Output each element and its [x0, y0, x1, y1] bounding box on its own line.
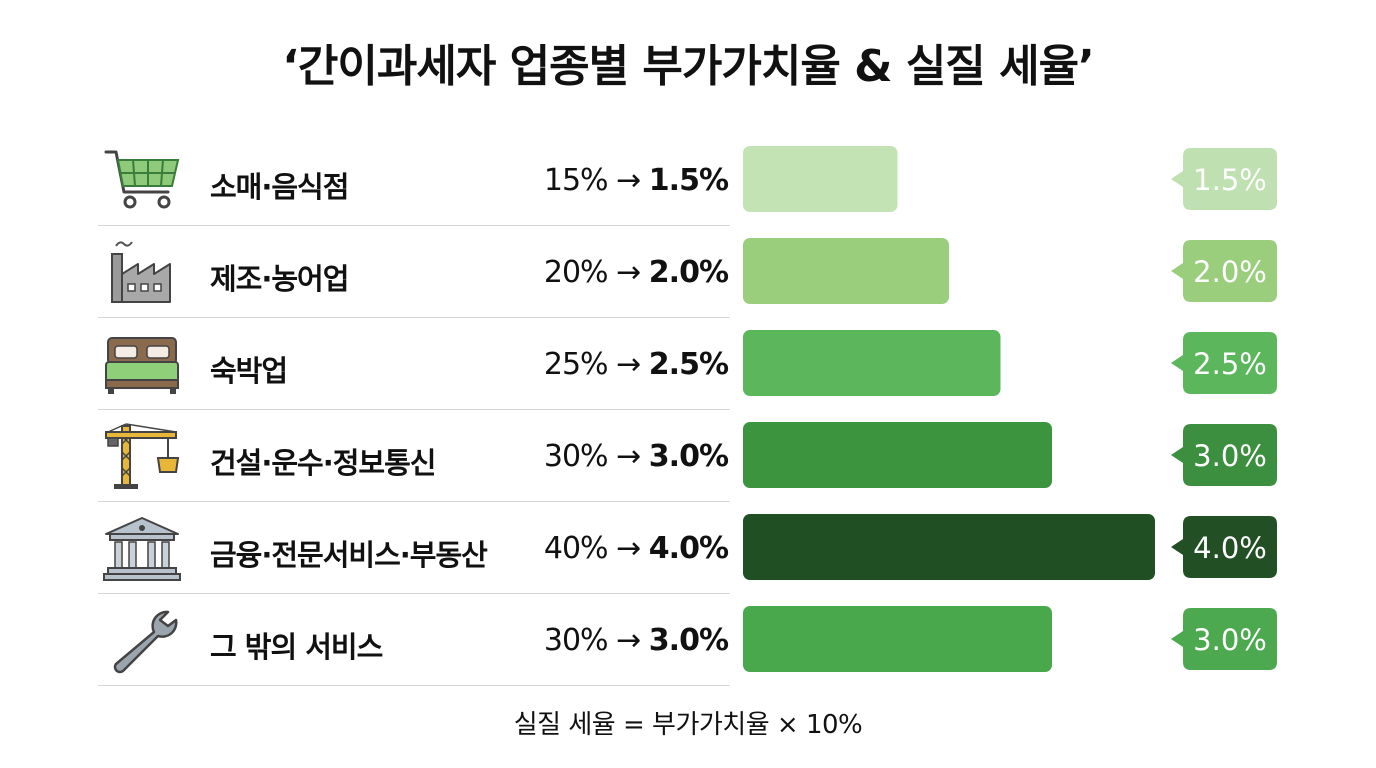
table-row: 숙박업 25% → 2.5%	[98, 318, 730, 410]
bank-icon	[102, 514, 182, 582]
rate-conversion: 25% → 2.5%	[543, 347, 729, 382]
category-label: 금융·전문서비스·부동산	[210, 538, 488, 572]
table-row: 금융·전문서비스·부동산 40% → 4.0%	[98, 502, 730, 594]
effective-rate: 3.0%	[648, 623, 729, 658]
formula-note: 실질 세율 = 부가가치율 × 10%	[513, 710, 863, 740]
data-label: 2.5%	[1193, 347, 1267, 381]
table-row: 그 밖의 서비스 30% → 3.0%	[98, 594, 730, 686]
bar-plot: 1.5% 2.0% 2.5% 3.0% 4.0% 3.0%	[743, 134, 1343, 686]
table-row: 소매·음식점 15% → 1.5%	[98, 134, 730, 226]
bar-2	[743, 238, 949, 304]
arrow: →	[616, 347, 641, 382]
category-label: 소매·음식점	[210, 170, 349, 204]
table-row: 건설·운수·정보통신 30% → 3.0%	[98, 410, 730, 502]
bar-4	[743, 422, 1052, 488]
rate-conversion: 15% → 1.5%	[543, 163, 729, 198]
value-added-rate: 40%	[543, 531, 609, 566]
bar-1	[743, 146, 898, 212]
arrow: →	[616, 531, 641, 566]
category-label: 그 밖의 서비스	[210, 630, 383, 664]
rate-conversion: 40% → 4.0%	[543, 531, 729, 566]
value-added-rate: 25%	[543, 347, 609, 382]
value-added-rate: 15%	[543, 163, 609, 198]
data-label: 3.0%	[1193, 439, 1267, 473]
effective-rate: 2.5%	[648, 347, 729, 382]
value-label-bubble	[1171, 240, 1277, 302]
category-table: 소매·음식점 15% → 1.5% 제조·농어업 20% → 2.0%	[98, 134, 730, 686]
rate-conversion: 30% → 3.0%	[543, 623, 729, 658]
value-added-rate: 30%	[543, 623, 609, 658]
bar-5	[743, 514, 1155, 580]
chart-title: ‘간이과세자 업종별 부가가치율 & 실질 세율’	[282, 41, 1095, 92]
arrow: →	[616, 623, 641, 658]
arrow: →	[616, 163, 641, 198]
category-label: 제조·농어업	[210, 262, 349, 296]
data-label: 4.0%	[1193, 531, 1267, 565]
value-label-bubble	[1171, 148, 1277, 210]
effective-rate: 4.0%	[648, 531, 729, 566]
value-label-bubble	[1171, 608, 1277, 670]
value-label-bubble	[1171, 332, 1277, 394]
effective-rate: 1.5%	[648, 163, 729, 198]
crane-icon	[102, 422, 182, 490]
value-label-bubble	[1171, 516, 1277, 578]
factory-icon	[102, 238, 182, 306]
rate-conversion: 20% → 2.0%	[543, 255, 729, 290]
effective-rate: 2.0%	[648, 255, 729, 290]
rate-conversion: 30% → 3.0%	[543, 439, 729, 474]
data-label: 3.0%	[1193, 623, 1267, 657]
shopping-cart-icon	[102, 146, 182, 214]
bed-icon	[102, 330, 182, 398]
arrow: →	[616, 439, 641, 474]
bar-3	[743, 330, 1001, 396]
wrench-icon	[102, 606, 182, 674]
data-label: 1.5%	[1193, 163, 1267, 197]
category-label: 숙박업	[210, 354, 288, 388]
table-row: 제조·농어업 20% → 2.0%	[98, 226, 730, 318]
value-label-bubble	[1171, 424, 1277, 486]
bar-6	[743, 606, 1052, 672]
category-label: 건설·운수·정보통신	[210, 446, 436, 480]
value-added-rate: 20%	[543, 255, 609, 290]
data-label: 2.0%	[1193, 255, 1267, 289]
arrow: →	[616, 255, 641, 290]
effective-rate: 3.0%	[648, 439, 729, 474]
value-added-rate: 30%	[543, 439, 609, 474]
